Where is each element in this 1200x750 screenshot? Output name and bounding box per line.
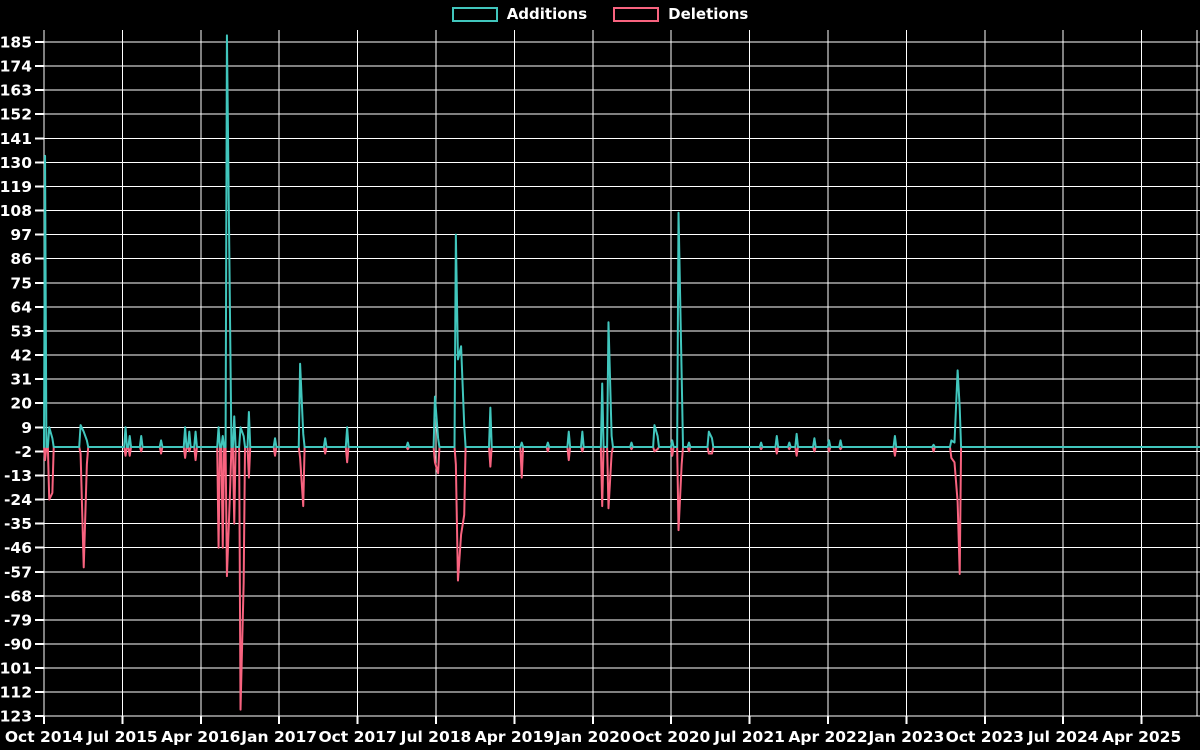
y-tick-label: 108	[0, 202, 32, 220]
y-tick-label: -68	[4, 587, 32, 605]
y-tick-label: 174	[0, 58, 32, 76]
x-tick-label: Jan 2023	[867, 728, 944, 746]
x-tick-label: Oct 2023	[946, 728, 1024, 746]
chart-legend: Additions Deletions	[0, 6, 1200, 23]
y-tick-label: -112	[0, 684, 32, 702]
x-tick-label: Jul 2015	[86, 728, 158, 746]
y-tick-label: -79	[4, 611, 32, 629]
y-tick-label: 185	[0, 34, 32, 52]
x-tick-label: Jan 2017	[240, 728, 317, 746]
y-tick-label: 152	[0, 106, 32, 124]
x-tick-label: Apr 2016	[161, 728, 240, 746]
x-tick-label: Jul 2021	[713, 728, 785, 746]
y-tick-label: 141	[0, 130, 32, 148]
y-tick-label: -24	[4, 491, 32, 509]
x-tick-label: Jul 2018	[400, 728, 472, 746]
legend-label-additions: Additions	[506, 5, 588, 23]
legend-item-additions[interactable]: Additions	[451, 5, 588, 23]
additions-swatch-icon	[451, 7, 498, 22]
y-tick-label: 64	[10, 298, 32, 316]
legend-label-deletions: Deletions	[668, 5, 749, 23]
additions-line	[43, 34, 1200, 448]
y-tick-label: 163	[0, 82, 32, 100]
y-tick-label: -90	[4, 636, 32, 654]
y-tick-label: -35	[4, 515, 32, 533]
y-tick-labels: 185 174 163 152 141 130 119 108 97 86 75 64 53 42 31 20…	[0, 34, 32, 726]
legend-item-deletions[interactable]: Deletions	[613, 6, 748, 23]
x-tick-label: Apr 2019	[475, 728, 554, 746]
y-tick-label: 53	[10, 322, 32, 340]
x-tick-label: Jan 2020	[554, 728, 631, 746]
y-tick-label: 75	[10, 274, 32, 292]
y-tick-label: 31	[10, 371, 32, 389]
y-tick-label: -101	[0, 660, 32, 678]
x-tick-label: Apr 2022	[788, 728, 867, 746]
x-tick-labels: Oct 2014 Jul 2015 Apr 2016 Jan 2017 Oct 2017…	[5, 728, 1181, 746]
x-tick-label: Oct 2014	[5, 728, 84, 746]
y-tick-label: 86	[10, 250, 32, 268]
deletions-swatch-icon	[613, 7, 660, 22]
y-tick-label: -13	[4, 467, 32, 485]
y-ticks	[35, 41, 44, 718]
y-tick-label: -57	[4, 563, 32, 581]
y-tick-label: -2	[15, 443, 32, 461]
x-tick-label: Apr 2025	[1102, 728, 1181, 746]
h-gridlines	[44, 41, 1200, 717]
v-gridlines	[43, 30, 1143, 717]
y-tick-label: 42	[10, 347, 32, 365]
axes	[43, 30, 1198, 717]
y-tick-label: 20	[10, 395, 32, 413]
y-tick-label: 119	[0, 178, 32, 196]
y-tick-label: 130	[0, 154, 32, 172]
y-tick-label: -123	[0, 708, 32, 726]
y-tick-label: 9	[21, 419, 32, 437]
x-ticks	[43, 716, 1143, 725]
deletions-line	[43, 445, 1200, 711]
x-tick-label: Oct 2017	[318, 728, 396, 746]
y-tick-label: 97	[10, 226, 32, 244]
y-tick-label: -46	[4, 539, 32, 557]
x-tick-label: Oct 2020	[632, 728, 711, 746]
x-tick-label: Jul 2024	[1027, 728, 1099, 746]
